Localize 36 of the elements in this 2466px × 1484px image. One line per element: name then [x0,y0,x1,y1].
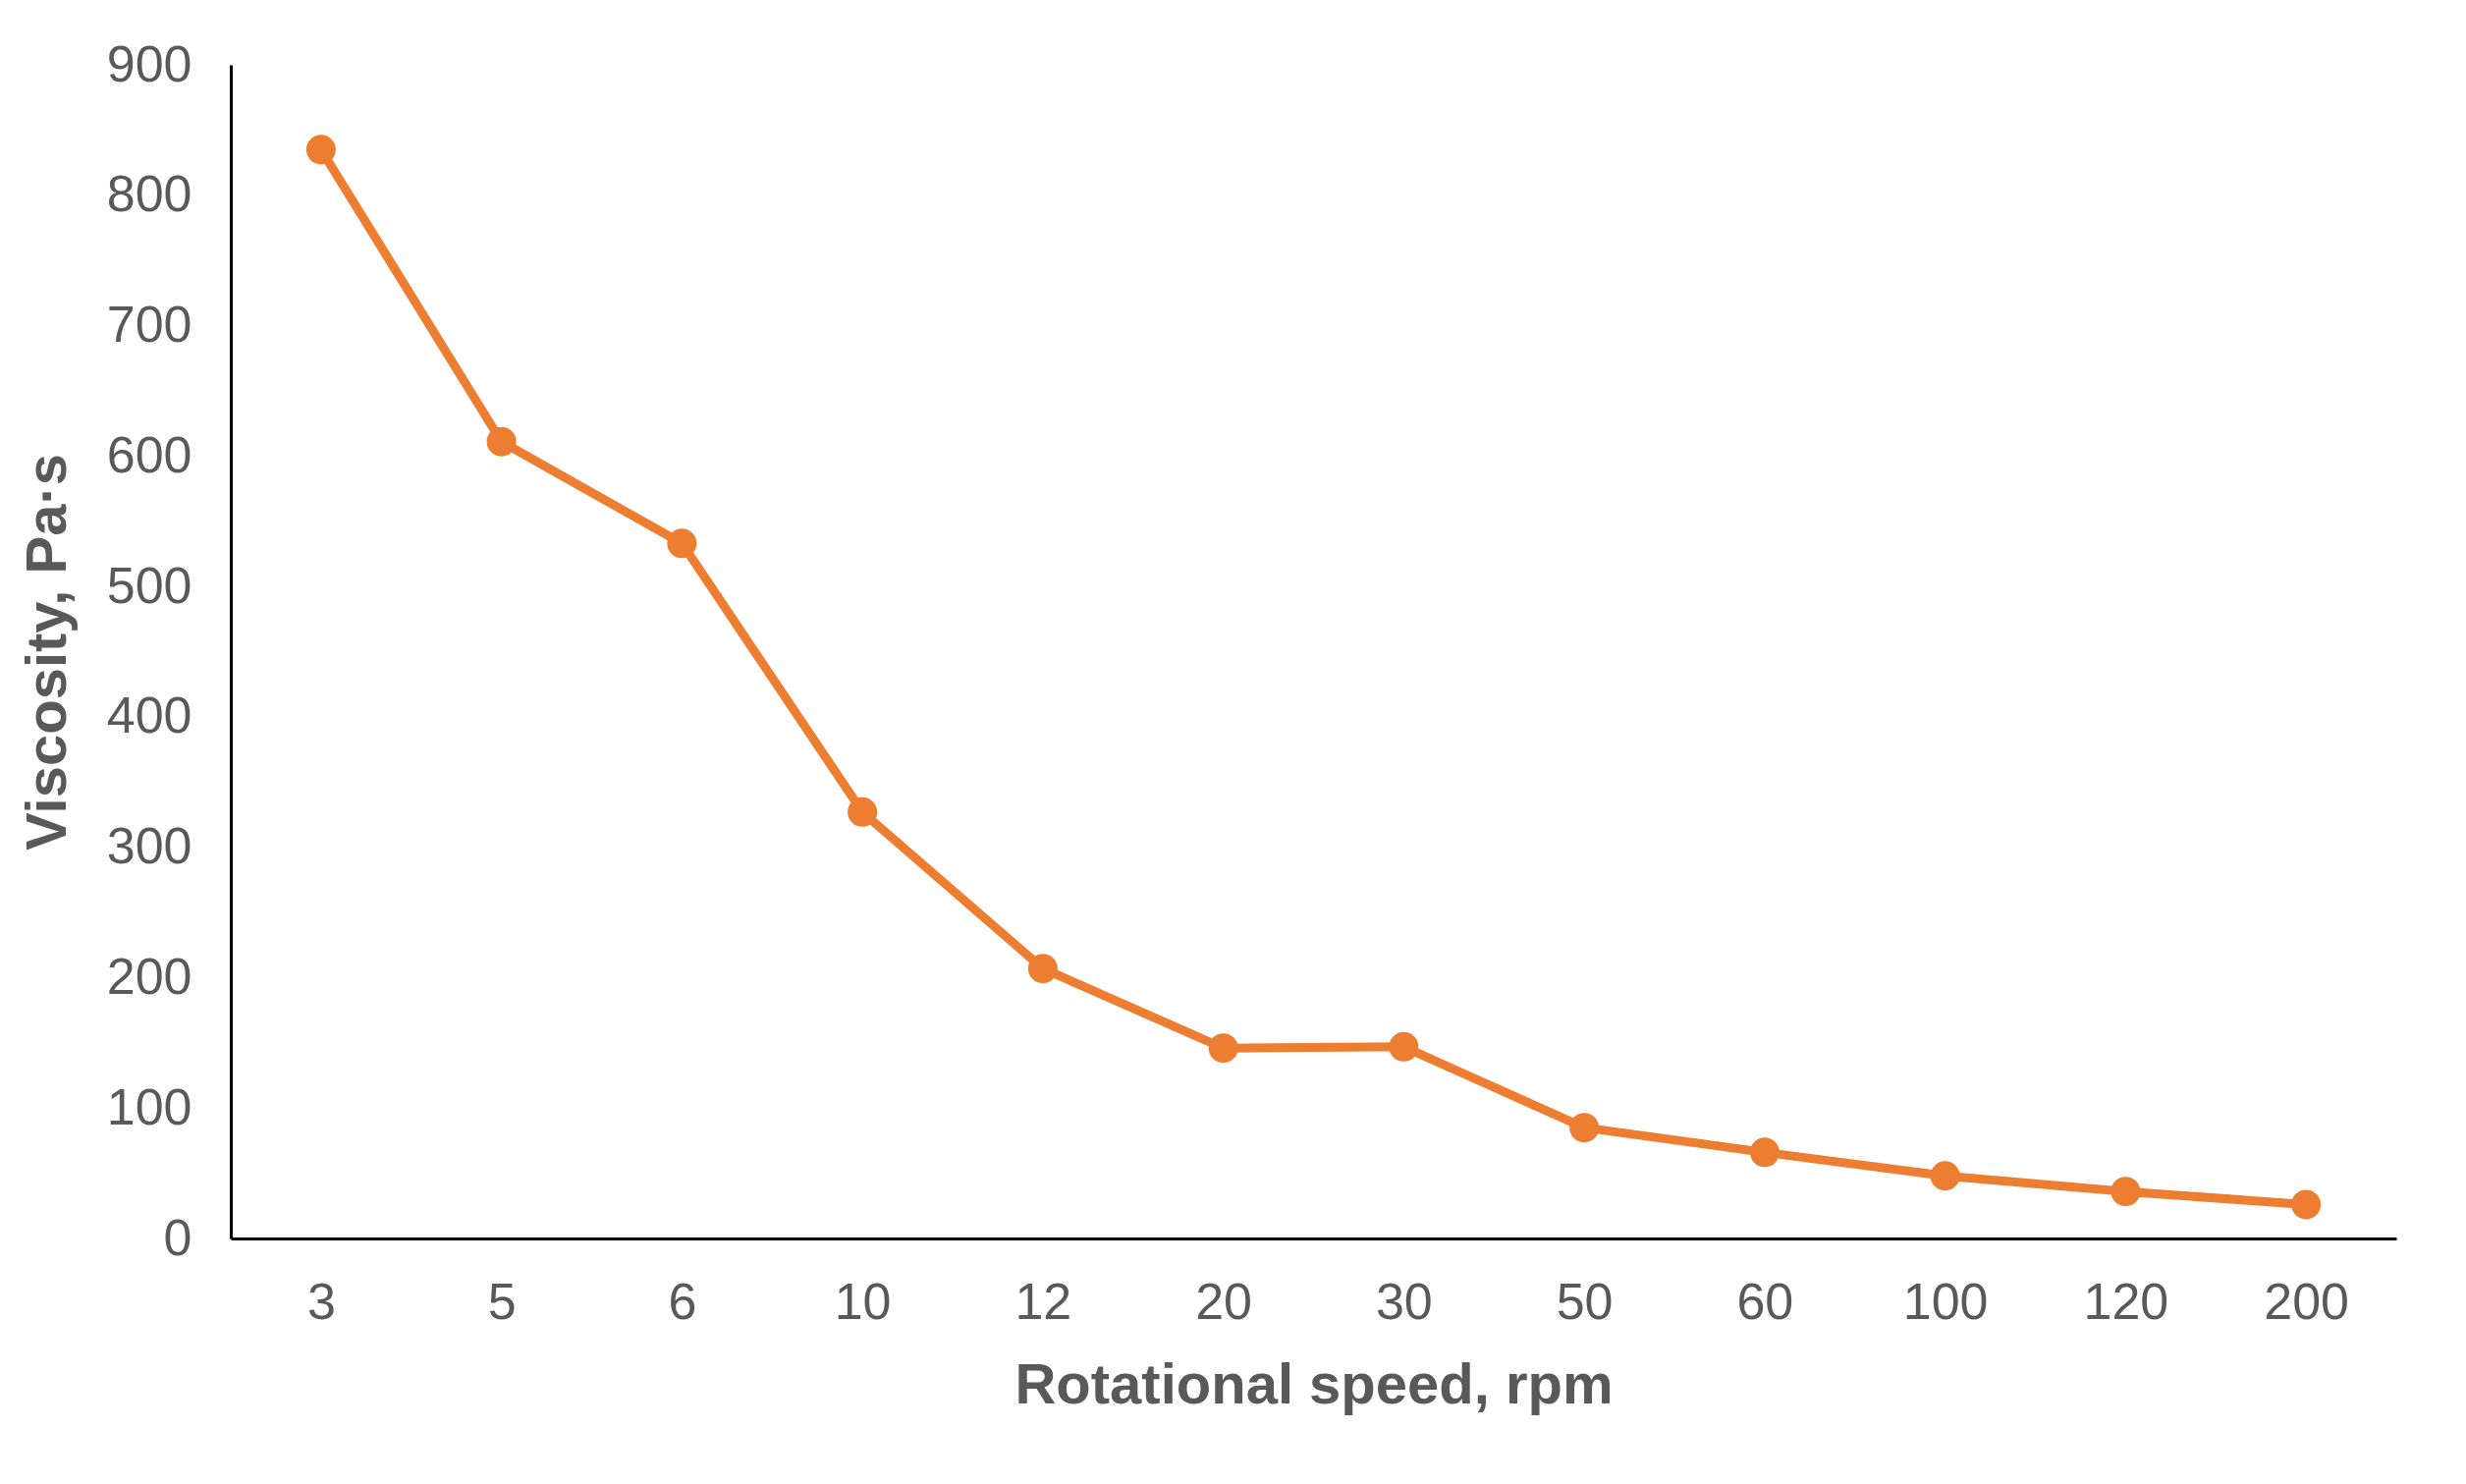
x-tick-label: 30 [1375,1272,1433,1330]
y-tick-label: 100 [106,1077,192,1135]
x-tick-label: 200 [2264,1272,2350,1330]
y-tick-label: 900 [106,34,192,92]
point [486,426,517,457]
point [848,797,878,827]
x-tick-label: 60 [1736,1272,1794,1330]
y-tick-label: 200 [106,947,192,1005]
y-tick-label: 400 [106,687,192,744]
point [667,528,697,559]
x-tick-label: 20 [1195,1272,1253,1330]
x-tick-label: 12 [1014,1272,1072,1330]
x-tick-label: 50 [1556,1272,1614,1330]
y-tick-label: 300 [106,817,192,875]
y-tick-label: 0 [163,1208,192,1266]
point [2110,1177,2141,1207]
point [1930,1161,1960,1191]
y-axis-title: Viscosity, Pa·s [13,453,78,852]
point [1027,954,1058,984]
y-tick-label: 500 [106,556,192,614]
point [2291,1189,2322,1220]
point [1569,1113,1600,1143]
point [1208,1033,1238,1064]
y-tick-label: 600 [106,425,192,483]
x-tick-label: 6 [668,1272,697,1330]
x-tick-label: 10 [834,1272,892,1330]
x-tick-label: 5 [487,1272,517,1330]
x-tick-label: 3 [306,1272,336,1330]
y-tick-label: 700 [106,296,192,354]
x-tick-label: 120 [2083,1272,2169,1330]
x-axis-title: Rotational speed, rpm [1014,1350,1614,1415]
y-tick-label: 800 [106,165,192,223]
x-tick-label: 100 [1902,1272,1989,1330]
point [1389,1031,1419,1062]
point [1749,1137,1780,1168]
point [305,135,336,165]
